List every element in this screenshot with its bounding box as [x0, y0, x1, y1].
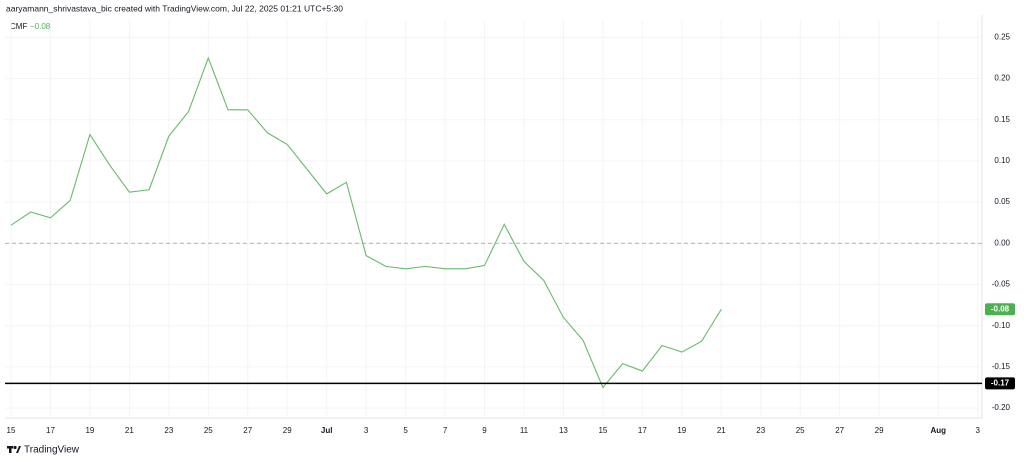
x-tick-label: 13 — [559, 426, 568, 435]
legend-name: CMF — [10, 22, 27, 31]
y-tick-label: 0.10 — [994, 156, 1010, 165]
y-tick-label: -0.10 — [992, 321, 1011, 330]
y-tick-label: 0.05 — [994, 197, 1010, 206]
x-tick-label: 17 — [638, 426, 647, 435]
header: aaryamann_shrivastava_bic created with T… — [6, 3, 343, 13]
y-tick-label: 0.15 — [994, 115, 1010, 124]
x-tick-label: 29 — [875, 426, 884, 435]
x-tick-label: 15 — [7, 426, 16, 435]
x-tick-label: 27 — [243, 426, 252, 435]
x-tick-label: 27 — [835, 426, 844, 435]
x-tick-label: 3 — [976, 426, 981, 435]
y-tick-label: -0.05 — [992, 280, 1011, 289]
x-tick-label: 23 — [164, 426, 173, 435]
horizontal-line-label: -0.17 — [991, 379, 1010, 388]
x-tick-label: 7 — [443, 426, 448, 435]
x-tick-label: 9 — [482, 426, 487, 435]
x-tick-label: 23 — [756, 426, 765, 435]
x-tick-label: Jul — [321, 426, 333, 435]
cmf-line — [10, 56, 722, 389]
y-tick-label: 0.25 — [994, 32, 1010, 41]
x-tick-label: 19 — [85, 426, 94, 435]
y-tick-label: 0.00 — [994, 238, 1010, 247]
x-tick-label: 21 — [717, 426, 726, 435]
legend-value: −0.08 — [30, 22, 51, 31]
footer: TradingView — [24, 445, 80, 456]
last-value-label-box — [985, 303, 1015, 316]
x-tick-label: 29 — [283, 426, 292, 435]
y-tick-label: -0.20 — [992, 403, 1011, 412]
x-tick-label: 25 — [204, 426, 213, 435]
last-value-label: -0.08 — [991, 304, 1010, 313]
logo — [7, 445, 21, 453]
x-tick-label: 25 — [796, 426, 805, 435]
x-tick-label: 17 — [46, 426, 55, 435]
horizontal-line-label-box — [985, 377, 1015, 390]
y-tick-label: -0.15 — [992, 362, 1011, 371]
x-tick-label: 3 — [364, 426, 369, 435]
x-tick-label: 19 — [677, 426, 686, 435]
x-tick-label: Aug — [931, 426, 947, 435]
y-tick-label: 0.20 — [994, 74, 1010, 83]
x-tick-label: 11 — [520, 426, 529, 435]
x-tick-label: 15 — [598, 426, 607, 435]
x-tick-label: 21 — [125, 426, 134, 435]
x-tick-label: 5 — [403, 426, 408, 435]
